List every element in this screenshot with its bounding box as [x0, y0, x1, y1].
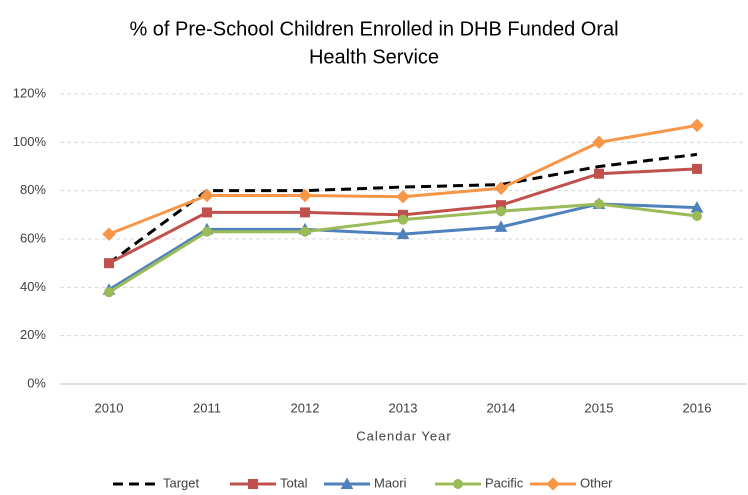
data-point: [104, 258, 114, 269]
data-point: [298, 188, 312, 203]
data-point: [396, 190, 410, 204]
y-tick-label: 100%: [13, 134, 47, 149]
data-point: [496, 206, 506, 217]
y-tick-label: 120%: [13, 85, 47, 100]
legend-marker: [546, 477, 560, 491]
data-point: [592, 135, 606, 150]
x-tick-label: 2013: [389, 400, 418, 415]
series-line: [108, 152, 698, 265]
y-tick-label: 0%: [27, 375, 46, 390]
x-tick-label: 2016: [683, 400, 712, 415]
data-point: [104, 287, 114, 298]
x-tick-label: 2014: [487, 400, 516, 415]
y-tick-label: 80%: [20, 182, 46, 197]
data-point: [594, 168, 604, 179]
data-point: [300, 207, 310, 218]
data-point: [200, 188, 214, 203]
data-point: [690, 118, 704, 133]
data-point: [594, 198, 604, 209]
legend-label: Maori: [374, 475, 407, 490]
data-point: [398, 214, 408, 225]
y-tick-label: 20%: [20, 327, 46, 342]
legend-marker: [340, 477, 354, 489]
chart-title: % of Pre-School Children Enrolled in DHB…: [129, 18, 618, 40]
chart-title: Health Service: [309, 46, 439, 68]
legend-label: Pacific: [485, 475, 524, 490]
data-point: [692, 211, 702, 222]
data-point: [396, 227, 410, 240]
legend-marker: [248, 479, 258, 489]
data-point: [494, 220, 508, 232]
data-point: [494, 181, 508, 195]
data-point: [692, 163, 702, 174]
x-tick-label: 2011: [193, 400, 221, 415]
x-axis-label: Calendar Year: [356, 428, 451, 443]
data-point: [202, 207, 212, 218]
y-tick-label: 40%: [20, 279, 46, 294]
data-point: [202, 226, 212, 237]
legend-label: Total: [280, 475, 308, 490]
x-tick-label: 2015: [585, 400, 614, 415]
legend-label: Target: [163, 475, 200, 490]
legend-label: Other: [580, 475, 613, 490]
data-point: [102, 227, 116, 241]
x-tick-label: 2012: [291, 400, 320, 415]
y-tick-label: 60%: [20, 230, 46, 245]
legend-marker: [453, 479, 463, 489]
data-point: [300, 226, 310, 237]
x-tick-label: 2010: [95, 400, 124, 415]
